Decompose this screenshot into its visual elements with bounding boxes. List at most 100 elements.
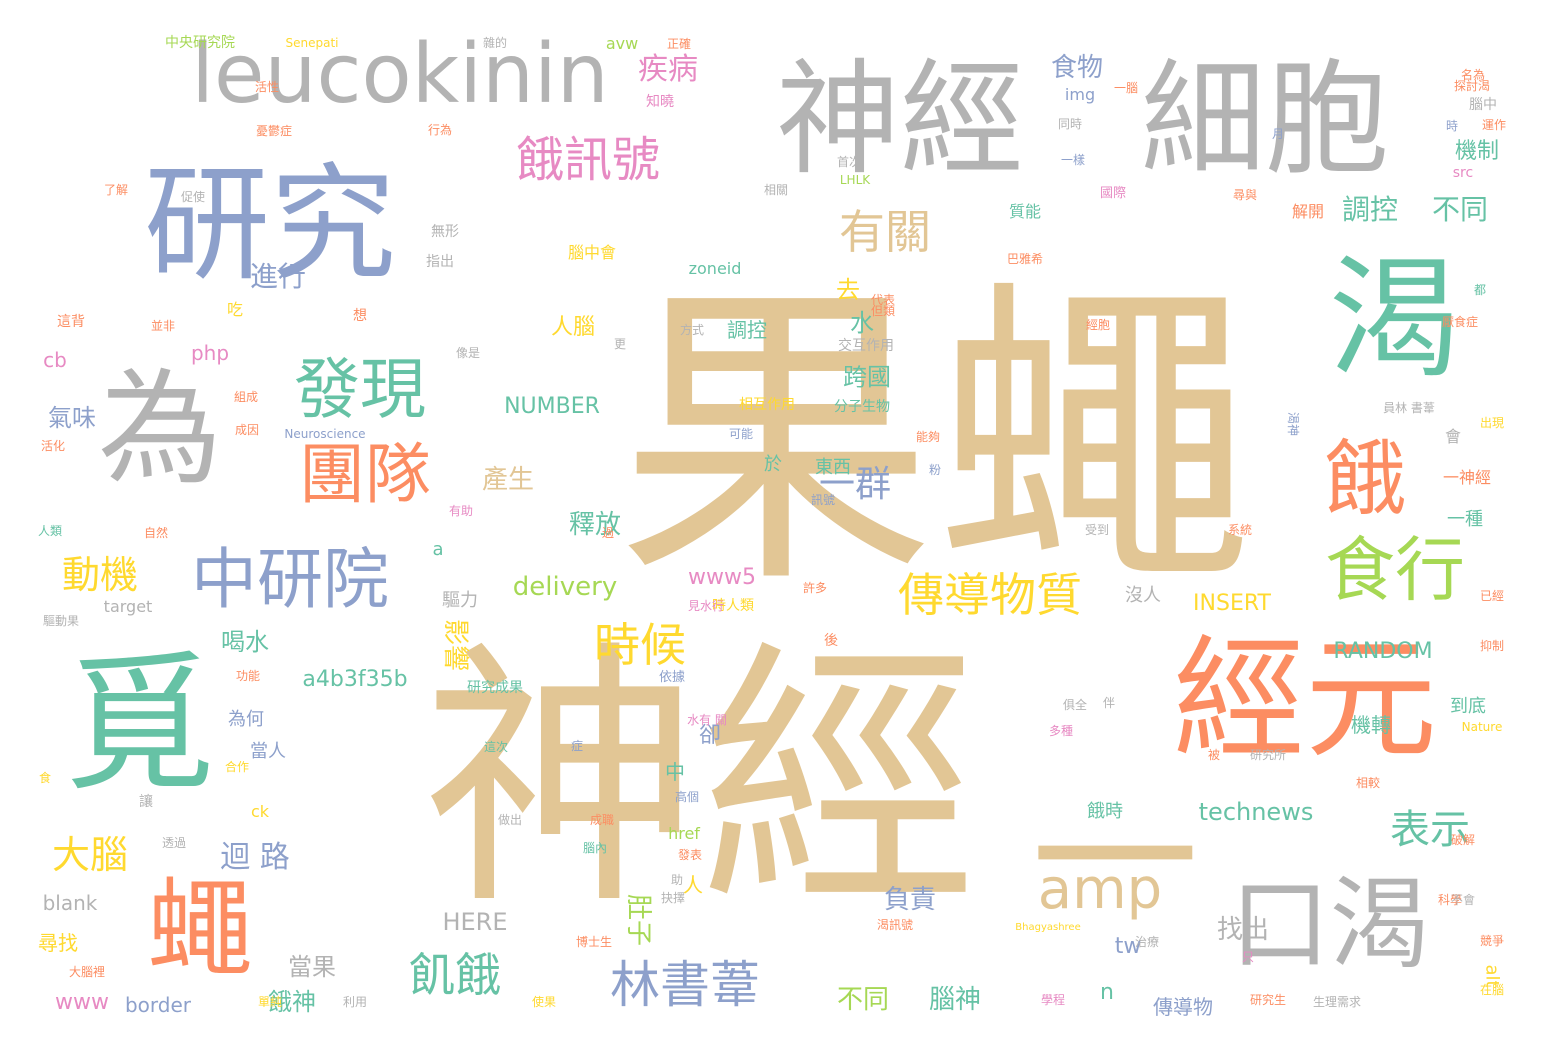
word-93: 沒人 [1125, 585, 1161, 606]
word-114: 做出 [497, 813, 522, 827]
word-178: 有助 [448, 504, 473, 518]
word-96: avw [605, 34, 639, 53]
word-66: 人 [683, 873, 703, 897]
word-107: Neuroscience [284, 427, 366, 441]
word-46: NUMBER [504, 394, 600, 419]
word-28: 一群 [818, 464, 891, 505]
word-53: 肚子 [622, 893, 653, 947]
word-86: 東西 [815, 457, 851, 478]
word-149: 單純 [257, 995, 282, 1009]
word-134: 這背 [57, 314, 85, 330]
word-9: 經元 [1173, 623, 1437, 777]
word-179: 可能 [728, 427, 753, 441]
word-183: 像是 [455, 346, 480, 360]
word-54: 找出 [1216, 915, 1269, 945]
word-198: 尋與 [1232, 188, 1257, 202]
word-101: src [1452, 165, 1474, 181]
word-119: 科學 [1437, 893, 1462, 907]
word-65: 卻 [698, 723, 721, 748]
word-185: 代表 [870, 293, 895, 307]
word-16: 中研院 [191, 541, 389, 618]
word-157: 競爭 [1479, 934, 1504, 948]
word-146: 讓 [139, 794, 153, 810]
word-164: 厭食症 [1441, 315, 1478, 329]
word-121: 研究生 [1249, 993, 1286, 1007]
word-40: 釋放 [568, 510, 621, 540]
word-182: 方式 [679, 323, 704, 337]
word-27: 動機 [61, 553, 138, 597]
word-145: 食 [38, 771, 51, 785]
word-194: 運作 [1481, 118, 1506, 132]
word-177: 訊號 [810, 493, 835, 507]
word-50: 負責 [883, 885, 936, 915]
word-166: 渴神 [1285, 411, 1300, 437]
word-5: 研究 [144, 151, 396, 298]
word-111: 時人類 [712, 598, 754, 614]
word-58: 調控 [727, 318, 767, 342]
word-187: 首次 [836, 155, 861, 169]
word-4: leucokinin [191, 27, 609, 122]
word-72: border [124, 993, 192, 1017]
word-144: 合作 [224, 760, 249, 774]
word-60: 腦中會 [567, 243, 616, 262]
word-148: 大腦裡 [68, 965, 105, 979]
word-85: 於 [764, 454, 782, 475]
word-128: 行為 [427, 123, 452, 137]
word-14: 發現 [294, 351, 426, 428]
word-171: 見水行 [687, 599, 724, 613]
word-125: 受到 [1084, 523, 1109, 537]
word-43: 喝水 [221, 628, 269, 656]
word-109: Bhagyashree [1015, 922, 1081, 933]
word-137: 組成 [233, 390, 258, 404]
word-6: 為 [97, 358, 222, 502]
word-47: RANDOM [1333, 639, 1433, 664]
word-81: 到底 [1450, 696, 1486, 717]
word-203: 俱全 [1062, 698, 1087, 712]
word-186: 相關 [763, 183, 788, 197]
word-51: 不同 [836, 985, 889, 1015]
word-155: 治療 [1134, 935, 1159, 949]
word-143: 功能 [235, 669, 260, 683]
word-190: 雜的 [482, 36, 507, 50]
word-71: www [55, 990, 109, 1015]
word-102: LHLK [839, 173, 871, 187]
word-103: 解開 [1291, 202, 1324, 221]
word-0: 果蠅 [617, 255, 1253, 625]
word-29: 調控 [1341, 193, 1398, 226]
word-52: 腦神 [928, 985, 981, 1015]
word-97: 正確 [666, 37, 691, 51]
word-91: 當人 [250, 741, 286, 762]
word-90: 為何 [228, 709, 264, 730]
word-106: target [103, 597, 153, 616]
word-136: 想 [353, 308, 367, 324]
word-199: 一腦 [1113, 81, 1138, 95]
word-139: 活化 [40, 439, 65, 453]
word-55: 傳導物 [1153, 995, 1213, 1019]
word-202: 被 [1207, 748, 1220, 762]
word-113: 這次 [483, 740, 508, 754]
word-61: php [190, 341, 230, 365]
word-122: 生理需求 [1312, 995, 1361, 1009]
word-126: 憂鬱症 [255, 124, 292, 138]
word-99: 腦中 [1469, 97, 1497, 113]
word-117: 發表 [677, 848, 702, 862]
word-95: Senepati [285, 36, 339, 50]
word-191: 名為 [1460, 68, 1485, 82]
word-39: 跨國 [843, 363, 891, 391]
word-104: 質能 [1008, 202, 1041, 221]
word-70: 尋找 [38, 931, 78, 955]
word-175: 症 [570, 739, 583, 753]
word-92: 驅力 [442, 590, 478, 611]
word-138: 成因 [234, 423, 259, 437]
word-174: 助 [670, 873, 683, 887]
word-38: 水 [850, 309, 874, 337]
word-45: 影響 [439, 618, 470, 672]
word-141: 自然 [143, 526, 168, 540]
word-159: 破解 [1450, 833, 1475, 847]
word-184: 更 [613, 337, 626, 351]
word-36: 產生 [481, 465, 534, 495]
word-118: 渴訊號 [876, 918, 913, 932]
word-22: 飢餓 [409, 948, 501, 1002]
word-44: a4b3f35b [302, 667, 408, 692]
